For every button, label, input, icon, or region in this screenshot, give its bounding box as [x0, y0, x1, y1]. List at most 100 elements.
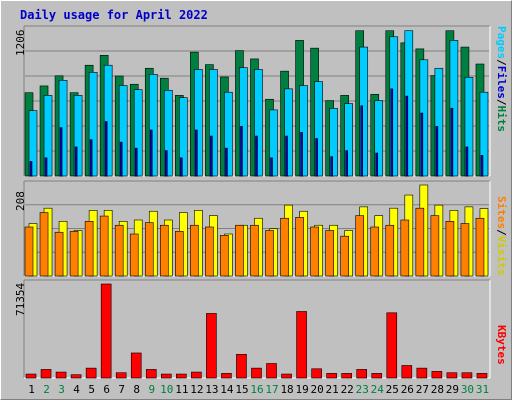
sites-bar — [325, 230, 334, 277]
kbytes-bar — [281, 373, 292, 379]
kbytes-bar — [251, 367, 262, 379]
day-label: 3 — [58, 383, 65, 396]
kbytes-bar — [446, 372, 458, 379]
sites-bar — [430, 215, 440, 277]
day-label: 28 — [430, 383, 444, 396]
sites-bar — [99, 215, 109, 277]
day-label: 10 — [160, 383, 174, 396]
hits-bar — [254, 69, 263, 177]
kbytes-bar — [25, 373, 37, 379]
day-label: 18 — [280, 383, 294, 396]
files-legend: Files — [495, 65, 508, 99]
hits-bar — [374, 100, 384, 177]
files-bar — [270, 157, 273, 177]
hits-bar — [148, 74, 158, 177]
hits-bar — [449, 40, 459, 177]
sites-bar — [460, 223, 470, 277]
hits-bar — [239, 67, 248, 177]
sites-bar — [190, 224, 199, 277]
files-bar — [315, 138, 318, 177]
kbytes-bar — [326, 373, 337, 379]
files-bar — [240, 126, 243, 177]
day-label: 21 — [325, 383, 339, 396]
sites-bar — [445, 221, 455, 277]
hits-bar — [389, 36, 399, 177]
sites-bar — [355, 215, 365, 277]
hits-bar — [88, 72, 98, 177]
hits-bar — [359, 46, 369, 177]
kbytes-bar — [461, 372, 473, 379]
files-bar — [134, 147, 138, 177]
files-bar — [345, 150, 348, 177]
day-label: 12 — [190, 383, 204, 396]
kbytes-bar — [416, 367, 428, 379]
kbytes-bar — [221, 373, 232, 379]
hits-legend: Hits — [495, 105, 508, 133]
kbytes-bar — [70, 374, 82, 379]
hits-bar — [43, 95, 53, 177]
sites-bar — [205, 226, 214, 277]
hits-bar — [434, 67, 444, 177]
sites-bar — [415, 207, 425, 277]
sites-bar — [175, 231, 184, 277]
files-bar — [59, 127, 63, 177]
hits-bar — [133, 89, 143, 177]
day-label: 9 — [148, 383, 156, 396]
kbytes-bar — [401, 365, 413, 379]
files-bar — [149, 129, 153, 177]
sites-bar — [220, 235, 229, 277]
files-bar — [29, 161, 33, 177]
hits-bar — [344, 103, 353, 177]
sites-bar — [265, 230, 274, 277]
day-label: 25 — [385, 383, 399, 396]
sites-bar — [24, 226, 34, 277]
kbytes-bar — [55, 371, 67, 379]
kbytes-bar — [85, 367, 97, 379]
sites-bar — [250, 224, 259, 277]
day-label: 24 — [370, 383, 384, 396]
kbytes-bar — [431, 371, 443, 379]
day-label: 2 — [43, 383, 50, 396]
hits-bar — [284, 88, 293, 177]
kbytes-bar — [371, 373, 383, 379]
hits-bar — [269, 109, 278, 177]
day-label: 23 — [355, 383, 369, 396]
files-bar — [89, 139, 93, 177]
hits-bar — [419, 59, 429, 177]
day-label: 29 — [445, 383, 460, 396]
right-label-hits-panel: Pages/Files/Hits — [495, 26, 508, 132]
right-label-visits-panel: Sites/Visits — [495, 196, 508, 276]
day-label: 31 — [475, 383, 490, 396]
day-label: 13 — [205, 383, 219, 396]
day-label: 30 — [460, 383, 475, 396]
sites-bar — [280, 217, 289, 277]
kbytes-bar — [191, 371, 202, 379]
files-bar — [195, 129, 198, 177]
hits-bar — [73, 95, 83, 177]
files-bar — [450, 107, 454, 177]
sites-bar — [114, 224, 124, 277]
hits-bar — [28, 110, 38, 177]
day-label: 17 — [265, 383, 279, 396]
kbytes-bar — [341, 373, 352, 379]
kbytes-legend: KBytes — [495, 325, 508, 365]
sites-bar — [400, 219, 410, 277]
sites-bar — [159, 224, 169, 277]
sites-bar — [370, 226, 380, 277]
kbytes-bar — [160, 373, 172, 379]
sites-bar — [340, 235, 349, 277]
files-bar — [300, 132, 303, 177]
kbytes-bar — [206, 313, 217, 379]
files-bar — [480, 155, 484, 177]
visits-ymax-label: 208 — [14, 191, 27, 211]
files-bar — [255, 135, 258, 177]
kbytes-bar — [236, 353, 247, 379]
files-bar — [164, 150, 168, 177]
sites-bar — [39, 212, 49, 277]
right-label-kbytes-panel: KBytes — [495, 325, 508, 365]
hits-bar — [464, 77, 474, 177]
files-bar — [119, 141, 123, 177]
kbytes-bar — [476, 373, 488, 379]
files-bar — [435, 126, 439, 177]
